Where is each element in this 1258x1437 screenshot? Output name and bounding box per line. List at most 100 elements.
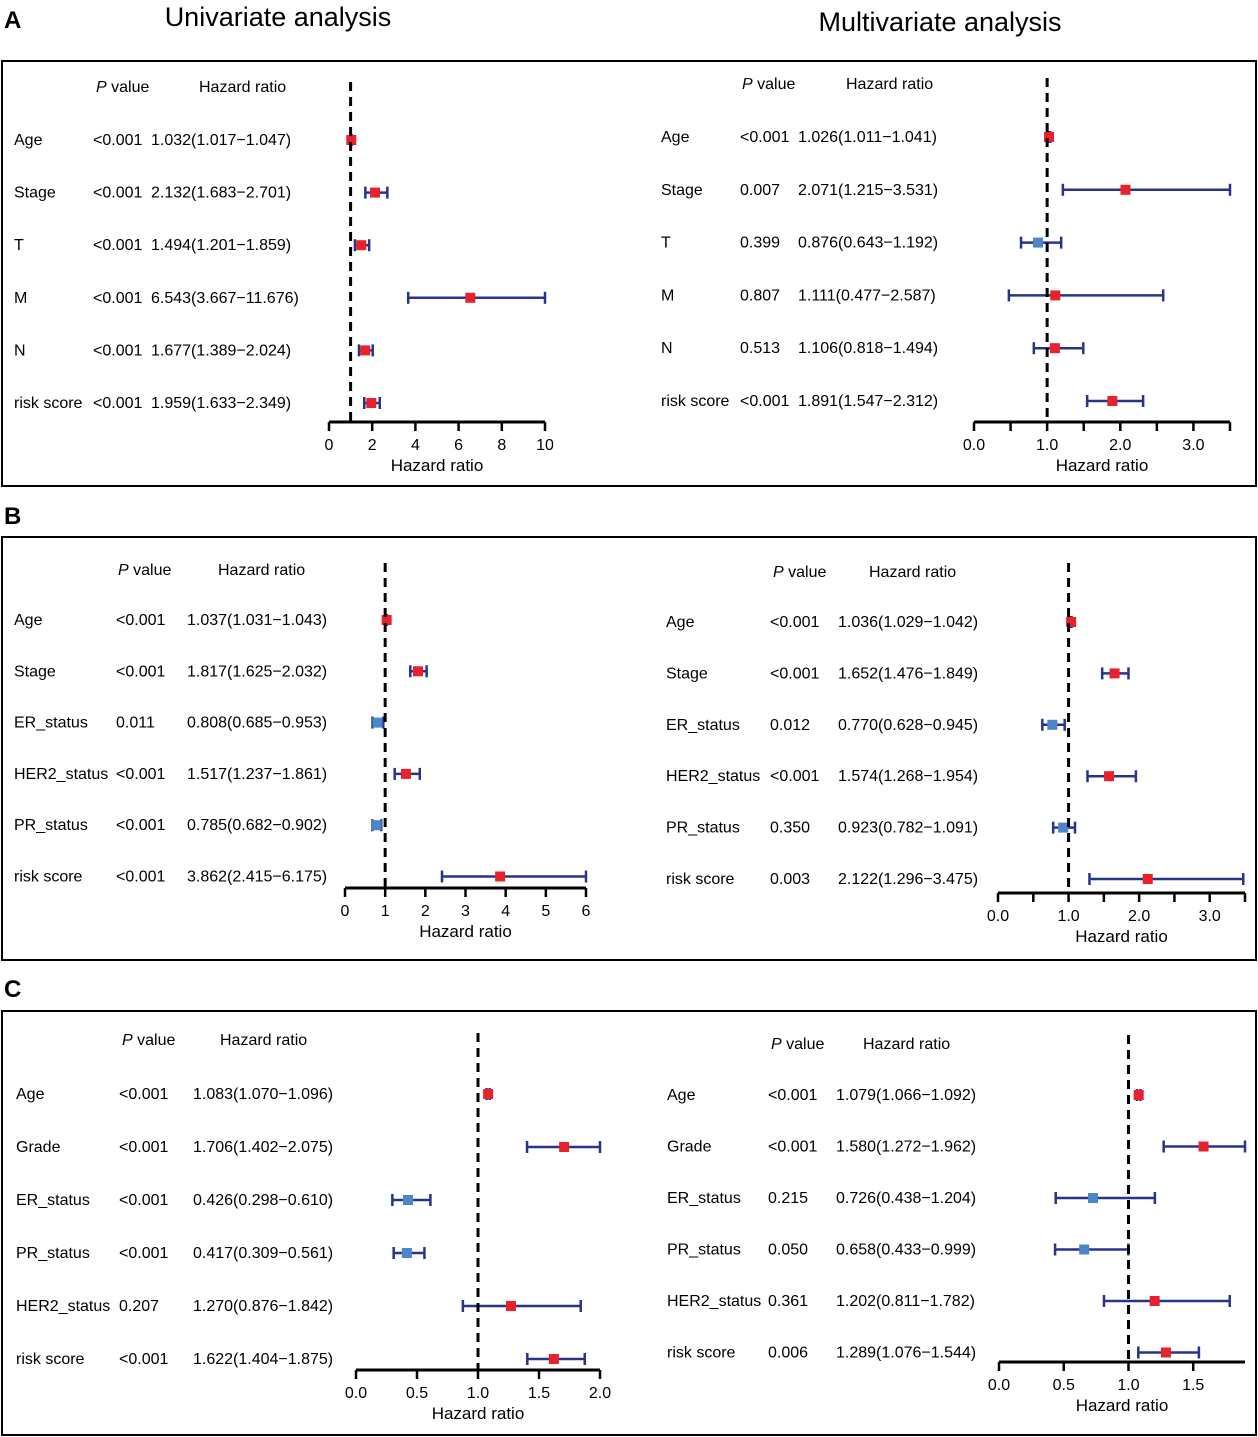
row-hazard-ratio: 1.517(1.237−1.861)	[187, 766, 327, 783]
row-label: Stage	[666, 665, 708, 682]
row-hazard-ratio: 0.785(0.682−0.902)	[187, 817, 327, 834]
row-p-value: <0.001	[770, 614, 819, 631]
row-hazard-ratio: 1.494(1.201−1.859)	[151, 237, 291, 254]
row-p-value: 0.361	[768, 1293, 808, 1310]
row-hazard-ratio: 1.959(1.633−2.349)	[151, 395, 291, 412]
p-value-heading-italic: P	[773, 564, 784, 581]
x-axis-tick-label: 0.0	[345, 1385, 367, 1402]
row-p-value: 0.207	[119, 1298, 159, 1315]
row-label: Age	[666, 614, 695, 631]
row-p-value: <0.001	[116, 663, 165, 680]
x-axis-tick-label: 6	[582, 903, 591, 920]
row-label: Stage	[661, 182, 703, 199]
hr-point-marker	[1050, 290, 1061, 301]
forest-plot-b-uni: P value Hazard ratio Age <0.001 1.037(1.031−…	[14, 562, 591, 941]
x-axis-tick-label: 3	[461, 903, 470, 920]
row-label: Age	[667, 1087, 696, 1104]
x-axis-tick-label: 4	[501, 903, 510, 920]
row-label: N	[661, 340, 673, 357]
x-axis-tick-label: 1.0	[1117, 1377, 1139, 1394]
row-hazard-ratio: 0.726(0.438−1.204)	[836, 1190, 976, 1207]
multivariate-header: Multivariate analysis	[818, 7, 1061, 37]
row-label: risk score	[14, 869, 83, 886]
forest-plot-c-uni: P value Hazard ratio Age <0.001 1.083(1.070−…	[16, 1032, 611, 1423]
x-axis-title: Hazard ratio	[419, 922, 512, 941]
x-axis-tick-label: 1.0	[1057, 908, 1079, 925]
row-p-value: <0.001	[93, 185, 142, 202]
row-label: risk score	[667, 1345, 736, 1362]
row-p-value: <0.001	[116, 869, 165, 886]
row-p-value: <0.001	[768, 1087, 817, 1104]
hazard-ratio-heading: Hazard ratio	[863, 1036, 950, 1053]
panel-b-frame	[1, 536, 1257, 961]
row-p-value: <0.001	[770, 665, 819, 682]
row-p-value: <0.001	[93, 132, 142, 149]
row-hazard-ratio: 1.106(0.818−1.494)	[798, 340, 938, 357]
hr-point-marker	[495, 871, 506, 882]
hr-point-marker	[559, 1142, 570, 1152]
hazard-ratio-heading: Hazard ratio	[220, 1032, 307, 1049]
p-value-heading: P value	[773, 564, 826, 581]
row-hazard-ratio: 1.202(0.811−1.782)	[836, 1293, 975, 1310]
row-p-value: 0.006	[768, 1345, 808, 1362]
hr-point-marker	[1047, 719, 1058, 730]
hr-point-marker	[1149, 1296, 1160, 1306]
row-hazard-ratio: 1.083(1.070−1.096)	[193, 1086, 333, 1103]
x-axis-tick-label: 6	[454, 437, 463, 454]
row-label: T	[661, 235, 671, 252]
row-hazard-ratio: 1.026(1.011−1.041)	[798, 129, 937, 146]
p-value-heading-rest: value	[782, 1036, 825, 1053]
x-axis-title: Hazard ratio	[432, 1404, 525, 1423]
row-label: Age	[661, 129, 690, 146]
hr-point-marker	[548, 1354, 559, 1364]
x-axis-tick-label: 2.0	[589, 1385, 611, 1402]
row-hazard-ratio: 1.111(0.477−2.587)	[798, 287, 936, 304]
panel-c-frame	[1, 1010, 1257, 1436]
forest-plots: P value Hazard ratio Age <0.001 1.032(1.017−…	[14, 76, 1247, 1423]
hazard-ratio-heading: Hazard ratio	[199, 79, 286, 96]
panel-letter-a: A	[4, 7, 21, 34]
row-label: PR_status	[667, 1242, 741, 1259]
row-p-value: <0.001	[116, 766, 165, 783]
p-value-heading-italic: P	[771, 1036, 782, 1053]
x-axis-tick-label: 10	[536, 437, 554, 454]
hr-point-marker	[360, 345, 371, 356]
hr-point-marker	[1133, 1090, 1144, 1100]
x-axis-tick-label: 0.0	[988, 1377, 1010, 1394]
hr-point-marker	[1109, 668, 1120, 679]
row-p-value: 0.050	[768, 1242, 808, 1259]
p-value-heading: P value	[96, 79, 149, 96]
row-label: ER_status	[667, 1190, 741, 1207]
x-axis-tick-label: 1.0	[1036, 437, 1058, 454]
x-axis-tick-label: 2.0	[1128, 908, 1150, 925]
row-label: HER2_status	[14, 766, 108, 783]
row-hazard-ratio: 1.036(1.029−1.042)	[838, 614, 978, 631]
row-hazard-ratio: 2.071(1.215−3.531)	[798, 182, 938, 199]
x-axis-tick-label: 0.5	[1053, 1377, 1075, 1394]
row-p-value: <0.001	[119, 1086, 168, 1103]
p-value-heading-rest: value	[784, 564, 827, 581]
p-value-heading-italic: P	[96, 79, 107, 96]
row-p-value: 0.350	[770, 820, 810, 837]
x-axis-tick-label: 0	[341, 903, 350, 920]
row-label: risk score	[661, 393, 730, 410]
row-label: N	[14, 342, 26, 359]
forest-plot-a-uni: P value Hazard ratio Age <0.001 1.032(1.017−…	[14, 79, 554, 475]
row-label: ER_status	[666, 717, 740, 734]
row-p-value: <0.001	[116, 612, 165, 629]
row-hazard-ratio: 6.543(3.667−11.676)	[151, 290, 299, 307]
row-label: PR_status	[666, 820, 740, 837]
row-p-value: 0.011	[116, 715, 155, 732]
row-p-value: 0.399	[740, 235, 780, 252]
row-label: M	[661, 287, 674, 304]
row-p-value: <0.001	[119, 1192, 168, 1209]
row-label: M	[14, 290, 27, 307]
row-label: Age	[14, 612, 43, 629]
row-label: risk score	[16, 1351, 85, 1368]
p-value-heading: P value	[771, 1036, 824, 1053]
row-p-value: <0.001	[93, 290, 142, 307]
forest-plot-c-multi: P value Hazard ratio Age <0.001 1.079(1.066−…	[667, 1035, 1247, 1415]
p-value-heading-italic: P	[742, 76, 753, 93]
p-value-heading: P value	[742, 76, 795, 93]
